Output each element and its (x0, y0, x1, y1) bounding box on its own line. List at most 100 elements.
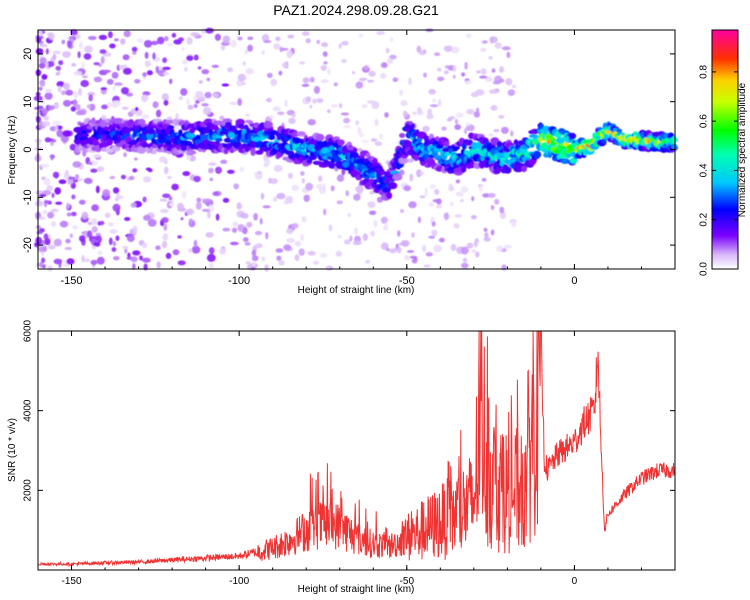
heatmap-cell (99, 49, 107, 54)
heatmap-cell (273, 196, 278, 202)
heatmap-cell (245, 113, 250, 118)
heatmap-cell (399, 169, 405, 176)
heatmap-cell (111, 71, 119, 79)
heatmap-cell (446, 118, 453, 122)
heatmap-cell (38, 86, 43, 91)
heatmap-cell (95, 232, 102, 236)
heatmap-cell (93, 62, 100, 66)
heatmap-cell (191, 245, 201, 254)
heatmap-cell (322, 183, 326, 191)
heatmap-cell (96, 235, 102, 244)
heatmap-cell (175, 144, 181, 151)
heatmap-cell (152, 101, 159, 109)
heatmap-cell (464, 61, 468, 70)
heatmap-cell (167, 125, 175, 130)
heatmap-cell (263, 40, 272, 44)
heatmap-cell (42, 189, 52, 196)
heatmap-cell (368, 163, 373, 168)
heatmap-cell (97, 250, 103, 255)
heatmap-cell (222, 227, 231, 232)
heatmap-cell (141, 114, 150, 119)
heatmap-cell (123, 30, 131, 38)
heatmap-cell (496, 245, 504, 252)
heatmap-cell (122, 67, 132, 75)
heatmap-cell (422, 245, 426, 253)
heatmap-cell (270, 178, 278, 185)
heatmap-cell (616, 128, 623, 133)
heatmap-cell (193, 54, 199, 61)
heatmap-cell (77, 88, 83, 96)
heatmap-cell (88, 161, 93, 165)
heatmap-cell (47, 211, 55, 219)
heatmap-cell (301, 83, 310, 87)
heatmap-cell (349, 235, 353, 242)
snr-y-tick-label: 6000 (23, 319, 34, 342)
heatmap-cell (92, 154, 102, 158)
heatmap-cell (161, 93, 169, 101)
heatmap-cell (201, 27, 207, 35)
heatmap-cell (436, 204, 443, 209)
heatmap-cell (341, 59, 347, 63)
heatmap-cell (134, 157, 138, 161)
heatmap-cell (72, 99, 78, 107)
heatmap-cell (306, 158, 313, 164)
heatmap-cell (501, 126, 509, 134)
heatmap-cell (304, 154, 310, 160)
heatmap-cell (483, 227, 488, 232)
heatmap-cell (100, 56, 105, 65)
heatmap-cell (96, 256, 105, 265)
heatmap-cell (182, 171, 191, 177)
heatmap-cell (413, 257, 418, 261)
heatmap-cell (159, 156, 167, 163)
heatmap-cell (46, 185, 53, 192)
heatmap-cell (405, 122, 416, 130)
heatmap-cell (44, 92, 53, 100)
heatmap-cell (205, 232, 214, 238)
heatmap-cell (108, 237, 113, 246)
heatmap-cell (358, 33, 364, 38)
heatmap-cell (432, 98, 437, 103)
colorbar-tick-label: 0.6 (699, 114, 710, 128)
heatmap-cell (463, 128, 468, 135)
heatmap-cell (70, 211, 77, 217)
heatmap-cell (121, 87, 129, 95)
heatmap-cell (261, 256, 266, 262)
heatmap-cell (39, 261, 44, 268)
heatmap-y-tick-label: -20 (22, 237, 34, 253)
heatmap-cell (186, 98, 191, 106)
heatmap-cell (369, 210, 377, 216)
heatmap-cell (320, 79, 329, 84)
heatmap-cell (242, 61, 246, 66)
snr-panel: -150 -100 -50 0 2000 4000 6000 Height of stra… (7, 319, 676, 595)
heatmap-cell (401, 240, 410, 247)
heatmap-cell (436, 198, 442, 205)
heatmap-cell (506, 51, 511, 59)
heatmap-cell (278, 260, 285, 266)
heatmap-cell (208, 262, 214, 269)
heatmap-cell (269, 115, 274, 119)
heatmap-cell (352, 240, 362, 246)
heatmap-cell (260, 192, 265, 200)
heatmap-cell (54, 124, 59, 132)
heatmap-cell (429, 184, 436, 190)
heatmap-cell (53, 238, 62, 247)
heatmap-cell (43, 178, 51, 186)
heatmap-cell (152, 52, 156, 60)
heatmap-cell (338, 43, 342, 49)
heatmap-cell (222, 35, 231, 44)
heatmap-cell (115, 235, 120, 241)
heatmap-cell (480, 68, 487, 75)
heatmap-cell (321, 147, 331, 154)
heatmap-cell (91, 117, 96, 125)
heatmap-cell (53, 258, 63, 265)
heatmap-cell (134, 79, 141, 84)
heatmap-cell (501, 46, 511, 51)
heatmap-cell (137, 118, 146, 126)
heatmap-cell (45, 48, 49, 55)
heatmap-cell (87, 91, 96, 97)
heatmap-cell (294, 254, 300, 262)
heatmap-cell (309, 76, 315, 83)
heatmap-y-ticks: -20 -10 0 10 20 (22, 48, 675, 253)
heatmap-cell (444, 65, 450, 69)
